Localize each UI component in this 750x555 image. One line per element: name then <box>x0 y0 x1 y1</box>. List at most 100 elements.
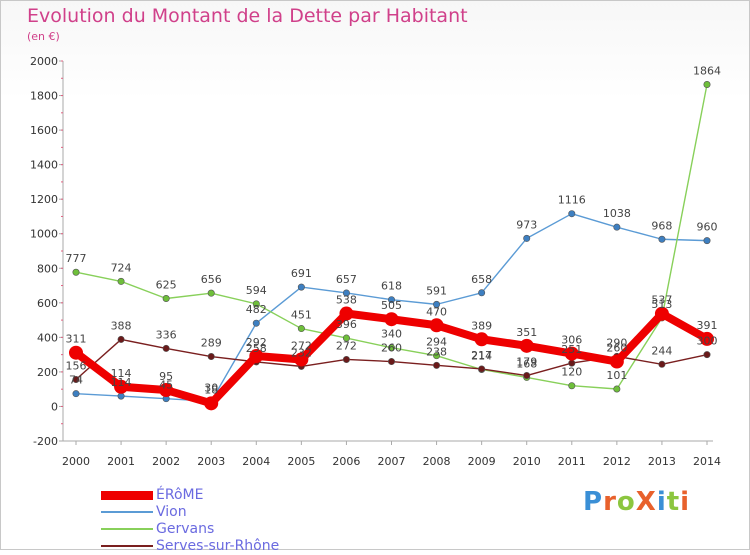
y-tick-label: 400 <box>37 331 58 344</box>
data-label: 594 <box>246 284 267 297</box>
data-point <box>117 277 125 285</box>
x-tick-label: 2002 <box>152 455 180 468</box>
data-label: 74 <box>69 374 83 387</box>
data-point <box>523 234 531 242</box>
data-label: 30 <box>204 381 218 394</box>
data-point <box>252 319 260 327</box>
data-label: 272 <box>336 339 357 352</box>
data-point <box>162 344 170 352</box>
data-label: 214 <box>471 349 492 362</box>
data-label: 968 <box>651 219 672 232</box>
logo-letter: r <box>603 487 617 517</box>
data-point <box>568 210 576 218</box>
data-label: 95 <box>159 370 173 383</box>
data-point <box>114 379 129 394</box>
y-tick-label: 1400 <box>30 159 58 172</box>
data-label: 120 <box>561 366 582 379</box>
data-point <box>523 372 531 380</box>
logo-letter: P <box>583 487 604 517</box>
data-label: 238 <box>426 345 447 358</box>
data-point <box>339 306 354 321</box>
data-label: 272 <box>291 339 312 352</box>
legend-swatch <box>101 490 153 500</box>
data-label: 691 <box>291 267 312 280</box>
data-point <box>69 345 83 360</box>
legend-swatch <box>101 511 153 513</box>
data-point <box>609 354 624 369</box>
data-label: 156 <box>66 360 87 373</box>
logo-letter: t <box>666 487 681 517</box>
chart-unit-label: (en €) <box>27 30 60 43</box>
x-tick-label: 2012 <box>603 455 631 468</box>
proxiti-logo: ProXiti <box>583 487 690 517</box>
data-point <box>384 312 399 327</box>
data-label: 258 <box>246 342 267 355</box>
data-point <box>433 352 441 360</box>
data-point <box>658 235 666 243</box>
data-point <box>342 355 350 363</box>
data-point <box>162 294 170 302</box>
legend-label: Serves-sur-Rhône <box>156 538 280 554</box>
data-point <box>519 338 534 353</box>
data-point <box>159 383 174 398</box>
data-label: 336 <box>156 328 177 341</box>
data-label: 388 <box>111 319 132 332</box>
chart-title: Evolution du Montant de la Dette par Hab… <box>27 5 468 27</box>
y-tick-label: -200 <box>33 435 58 448</box>
x-tick-label: 2006 <box>332 455 360 468</box>
data-label: 470 <box>426 305 447 318</box>
data-point <box>703 80 711 88</box>
legend-label: ÉRôME <box>156 487 204 503</box>
data-point <box>387 344 395 352</box>
data-label: 260 <box>381 342 402 355</box>
data-label: 340 <box>381 328 402 341</box>
data-label: 396 <box>336 318 357 331</box>
data-point <box>252 300 260 308</box>
data-label: 306 <box>561 334 582 347</box>
data-point <box>207 289 215 297</box>
data-label: 389 <box>471 319 492 332</box>
data-label: 960 <box>697 221 718 234</box>
y-tick-label: 2000 <box>30 55 58 68</box>
y-tick-label: 1600 <box>30 124 58 137</box>
data-point <box>342 289 350 297</box>
data-label: 505 <box>381 299 402 312</box>
data-point <box>433 361 441 369</box>
data-label: 973 <box>516 218 537 231</box>
data-point <box>207 353 215 361</box>
data-label: 658 <box>471 273 492 286</box>
data-label: 777 <box>66 252 87 265</box>
data-label: 18 <box>204 383 218 396</box>
data-label: 260 <box>606 342 627 355</box>
data-point <box>72 376 80 384</box>
legend-label: Vion <box>156 504 187 520</box>
data-label: 217 <box>471 349 492 362</box>
data-label: 232 <box>291 346 312 359</box>
data-label: 290 <box>606 336 627 349</box>
data-point <box>568 382 576 390</box>
data-label: 289 <box>201 337 222 350</box>
data-point <box>342 334 350 342</box>
logo-letter: i <box>680 487 691 517</box>
x-tick-label: 2005 <box>287 455 315 468</box>
data-label: 251 <box>561 343 582 356</box>
data-point <box>700 331 714 346</box>
data-point <box>72 268 80 276</box>
logo-letter: o <box>616 487 636 517</box>
axes: -200 0 200 400 600 800 1000 1200 1400 1600 1800 200… <box>30 55 721 468</box>
data-point <box>658 360 666 368</box>
data-point <box>478 365 486 373</box>
x-tick-label: 2004 <box>242 455 270 468</box>
data-label: 451 <box>291 309 312 322</box>
x-tick-label: 2014 <box>693 455 721 468</box>
x-tick-label: 2008 <box>423 455 451 468</box>
data-point <box>613 223 621 231</box>
data-label: 1864 <box>693 64 721 77</box>
legend-swatch <box>101 528 153 530</box>
data-label: 244 <box>651 344 672 357</box>
x-tick-label: 2010 <box>513 455 541 468</box>
data-label: 724 <box>111 261 132 274</box>
series-lines <box>69 80 714 411</box>
data-point <box>117 392 125 400</box>
data-label: 300 <box>697 335 718 348</box>
